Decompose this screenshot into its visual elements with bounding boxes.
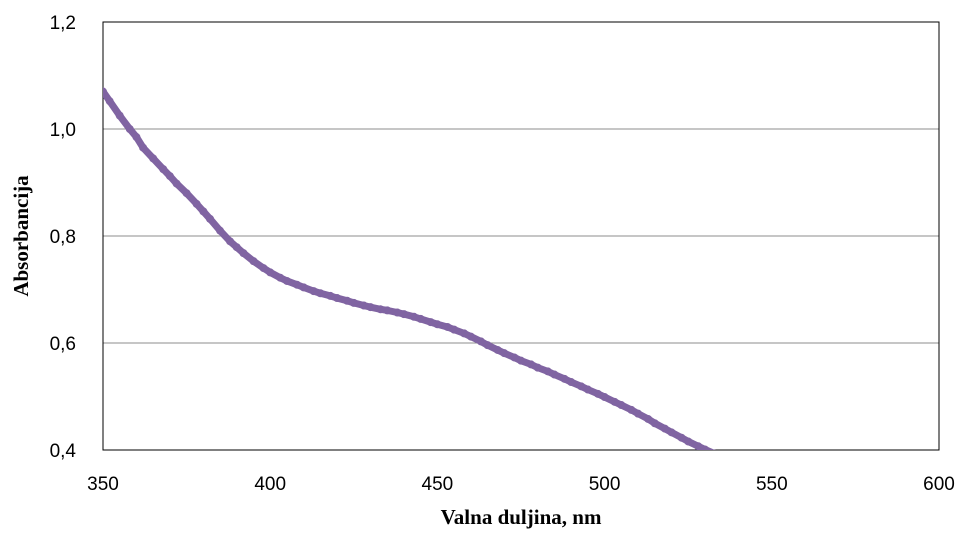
y-tick-label: 0,4 [50,441,77,462]
y-tick-label: 1,0 [50,120,76,141]
data-point [149,154,158,163]
data-series [103,87,717,450]
data-point [677,433,686,442]
data-point [105,97,114,106]
y-axis-title: Absorbancija [9,175,33,297]
data-point [216,226,225,235]
data-point [206,214,215,223]
y-tick-label: 0,6 [50,334,76,355]
data-point [172,179,181,188]
data-point [132,133,141,142]
data-point [182,189,191,198]
data-point [493,345,502,354]
data-point [694,442,703,450]
data-point [600,393,609,402]
data-point [309,287,318,296]
data-point [232,243,241,252]
plot-area-border [102,21,940,451]
data-point [426,318,435,327]
data-point [443,322,452,331]
data-point [460,329,469,338]
data-point [650,419,659,428]
data-point [299,283,308,292]
data-point [634,409,643,418]
x-tick-label: 600 [923,474,955,495]
x-axis-ticks: 350 400 450 500 550 600 [87,474,955,495]
data-point [550,370,559,379]
data-point [366,303,375,312]
data-point [466,332,475,341]
y-tick-label: 1,2 [50,13,76,34]
x-tick-label: 400 [254,474,286,495]
data-point [543,367,552,376]
data-point [517,356,525,365]
data-point [259,264,268,273]
data-point [376,305,385,314]
data-point [159,165,168,174]
data-point [560,374,569,383]
data-point [276,273,285,282]
data-point [644,414,653,423]
data-point [476,337,485,346]
data-point [125,125,134,133]
data-point [326,291,335,300]
data-point [282,276,291,285]
data-point [399,310,408,319]
x-axis-title: Valna duljina, nm [441,505,602,529]
data-point [684,437,693,446]
data-point [393,308,402,317]
data-point [577,382,586,391]
gridlines [103,128,939,344]
data-point [333,294,342,303]
x-tick-label: 550 [756,474,788,495]
data-point [349,298,358,307]
data-point [433,320,442,329]
data-point [139,143,148,152]
x-tick-label: 350 [87,474,119,495]
data-point [450,325,459,334]
data-point [660,424,669,433]
data-point [713,449,717,450]
data-point [667,428,676,437]
data-point [266,268,275,277]
data-point [617,401,626,410]
data-point [199,207,208,216]
data-point [239,249,248,258]
data-point [583,385,592,394]
data-point [593,389,602,398]
data-point [527,360,536,369]
data-point [700,445,709,450]
x-tick-label: 500 [589,474,621,495]
x-tick-label: 450 [422,474,454,495]
data-point [292,280,301,289]
data-point [103,87,107,96]
data-point [500,349,509,358]
data-point [115,111,124,120]
data-point [249,257,258,266]
data-point [416,314,425,323]
data-point [383,306,392,315]
y-tick-label: 0,8 [50,227,76,248]
data-point [409,312,418,321]
data-point [343,296,352,305]
data-point [510,353,519,362]
data-point [192,199,201,208]
y-axis-ticks: 0,4 0,6 0,8 1,0 1,2 [50,13,77,462]
data-point [627,405,636,414]
data-point [533,363,542,372]
data-point [165,172,174,181]
data-point [316,289,325,298]
data-point [610,397,619,406]
data-point [483,341,492,350]
data-point [226,237,235,246]
data-point [567,378,576,387]
data-point [359,301,368,310]
